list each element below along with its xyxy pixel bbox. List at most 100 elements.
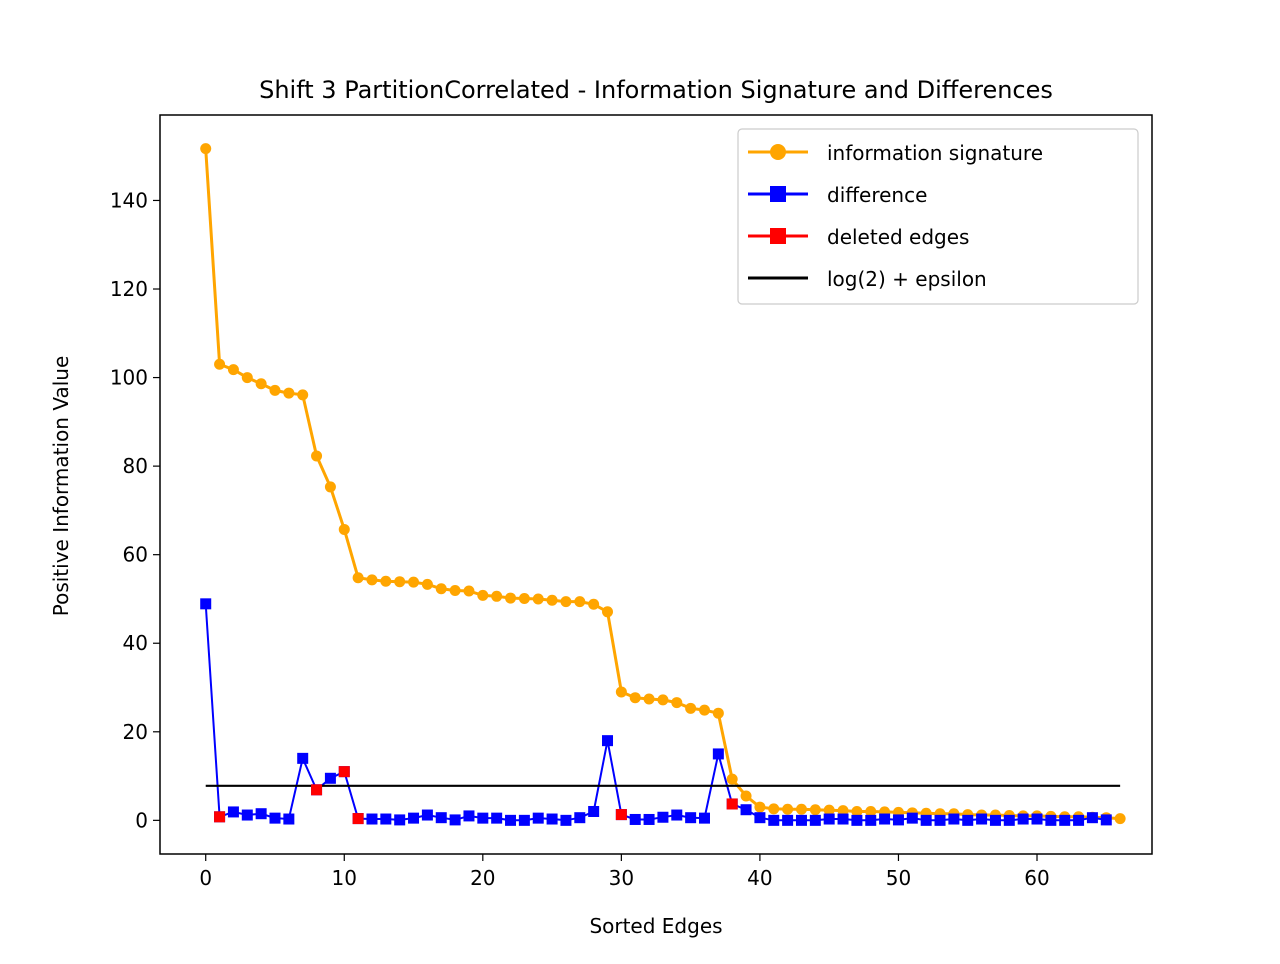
legend-box: [737, 128, 1139, 305]
difference-point: [976, 813, 988, 825]
difference-point: [934, 814, 946, 826]
difference-point: [795, 814, 807, 826]
information-signature-point: [491, 590, 503, 602]
difference-point: [865, 814, 877, 826]
difference-point: [685, 812, 697, 824]
legend-marker-difference: [770, 186, 786, 202]
information-signature-point: [366, 574, 378, 586]
information-signature-point: [311, 450, 323, 462]
x-tick-label: 0: [199, 866, 212, 890]
information-signature-point: [200, 143, 212, 155]
difference-point: [1100, 814, 1112, 826]
difference-point: [408, 812, 420, 824]
information-signature-point: [823, 804, 835, 816]
x-tick-label: 20: [470, 866, 495, 890]
information-signature-point: [380, 575, 392, 587]
information-signature-point: [754, 801, 766, 813]
information-signature-point: [574, 596, 586, 608]
information-signature-point: [352, 572, 364, 584]
difference-point: [380, 813, 392, 825]
x-tick-label: 40: [747, 866, 772, 890]
difference-point: [366, 813, 378, 825]
difference-point: [227, 806, 239, 818]
y-tick-label: 60: [123, 543, 148, 567]
difference-point: [435, 812, 447, 824]
difference-point: [200, 598, 212, 610]
information-signature-point: [421, 578, 433, 590]
difference-point: [1059, 814, 1071, 826]
difference-point: [809, 814, 821, 826]
difference-point: [948, 813, 960, 825]
information-signature-point: [712, 707, 724, 719]
chart-title: Shift 3 PartitionCorrelated - Informatio…: [259, 76, 1053, 104]
x-tick-label: 10: [332, 866, 357, 890]
legend-label-deleted-edges: deleted edges: [827, 225, 969, 249]
difference-point: [269, 812, 281, 824]
difference-point: [477, 812, 489, 824]
information-signature-point: [394, 576, 406, 588]
information-signature-point: [283, 387, 295, 399]
information-signature-point: [227, 364, 239, 376]
y-tick-label: 120: [110, 277, 148, 301]
information-signature-point: [1114, 813, 1126, 825]
legend-label-log2-epsilon: log(2) + epsilon: [827, 267, 987, 291]
difference-point: [1003, 814, 1015, 826]
difference-point: [1045, 814, 1057, 826]
information-signature-point: [255, 378, 267, 390]
information-signature-point: [324, 481, 336, 493]
information-signature-point: [809, 804, 821, 816]
y-tick-label: 0: [135, 808, 148, 832]
legend-marker-information-signature: [770, 144, 786, 160]
information-signature-point: [449, 585, 461, 597]
information-signature-point: [740, 790, 752, 802]
difference-point: [463, 810, 475, 822]
difference-point: [962, 814, 974, 826]
difference-point: [518, 814, 530, 826]
information-signature-point: [629, 692, 641, 704]
information-signature-point: [505, 592, 517, 604]
difference-point: [1086, 812, 1098, 824]
information-signature-point: [837, 805, 849, 817]
x-tick-label: 50: [886, 866, 911, 890]
deleted-edge-point: [615, 809, 627, 821]
information-signature-point: [518, 593, 530, 605]
difference-point: [879, 813, 891, 825]
x-axis-label: Sorted Edges: [589, 914, 722, 938]
difference-point: [712, 748, 724, 760]
information-signature-point: [768, 803, 780, 815]
difference-point: [1073, 814, 1085, 826]
difference-point: [1031, 813, 1043, 825]
deleted-edge-point: [352, 813, 364, 825]
x-tick-label: 60: [1024, 866, 1049, 890]
deleted-edge-point: [214, 811, 226, 823]
difference-point: [740, 804, 752, 816]
information-signature-point: [269, 384, 281, 396]
legend-label-difference: difference: [827, 183, 927, 207]
difference-point: [851, 814, 863, 826]
difference-point: [671, 809, 683, 821]
difference-point: [892, 814, 904, 826]
information-signature-point: [602, 606, 614, 618]
difference-point: [643, 813, 655, 825]
difference-point: [823, 813, 835, 825]
information-signature-point: [241, 372, 253, 384]
difference-point: [782, 814, 794, 826]
difference-point: [1017, 813, 1029, 825]
information-signature-point: [477, 589, 489, 601]
information-signature-point: [463, 585, 475, 597]
difference-point: [768, 814, 780, 826]
deleted-edge-point: [338, 766, 350, 778]
deleted-edge-point: [726, 798, 738, 810]
information-signature-point: [657, 694, 669, 706]
information-signature-point: [435, 583, 447, 595]
difference-point: [989, 814, 1001, 826]
information-signature-point: [698, 704, 710, 716]
difference-point: [297, 752, 309, 764]
y-tick-label: 140: [110, 188, 148, 212]
difference-point: [421, 809, 433, 821]
information-signature-point: [408, 576, 420, 588]
information-signature-point: [726, 773, 738, 785]
legend-marker-deleted-edges: [770, 228, 786, 244]
information-signature-point: [615, 686, 627, 698]
information-signature-point: [297, 389, 309, 401]
